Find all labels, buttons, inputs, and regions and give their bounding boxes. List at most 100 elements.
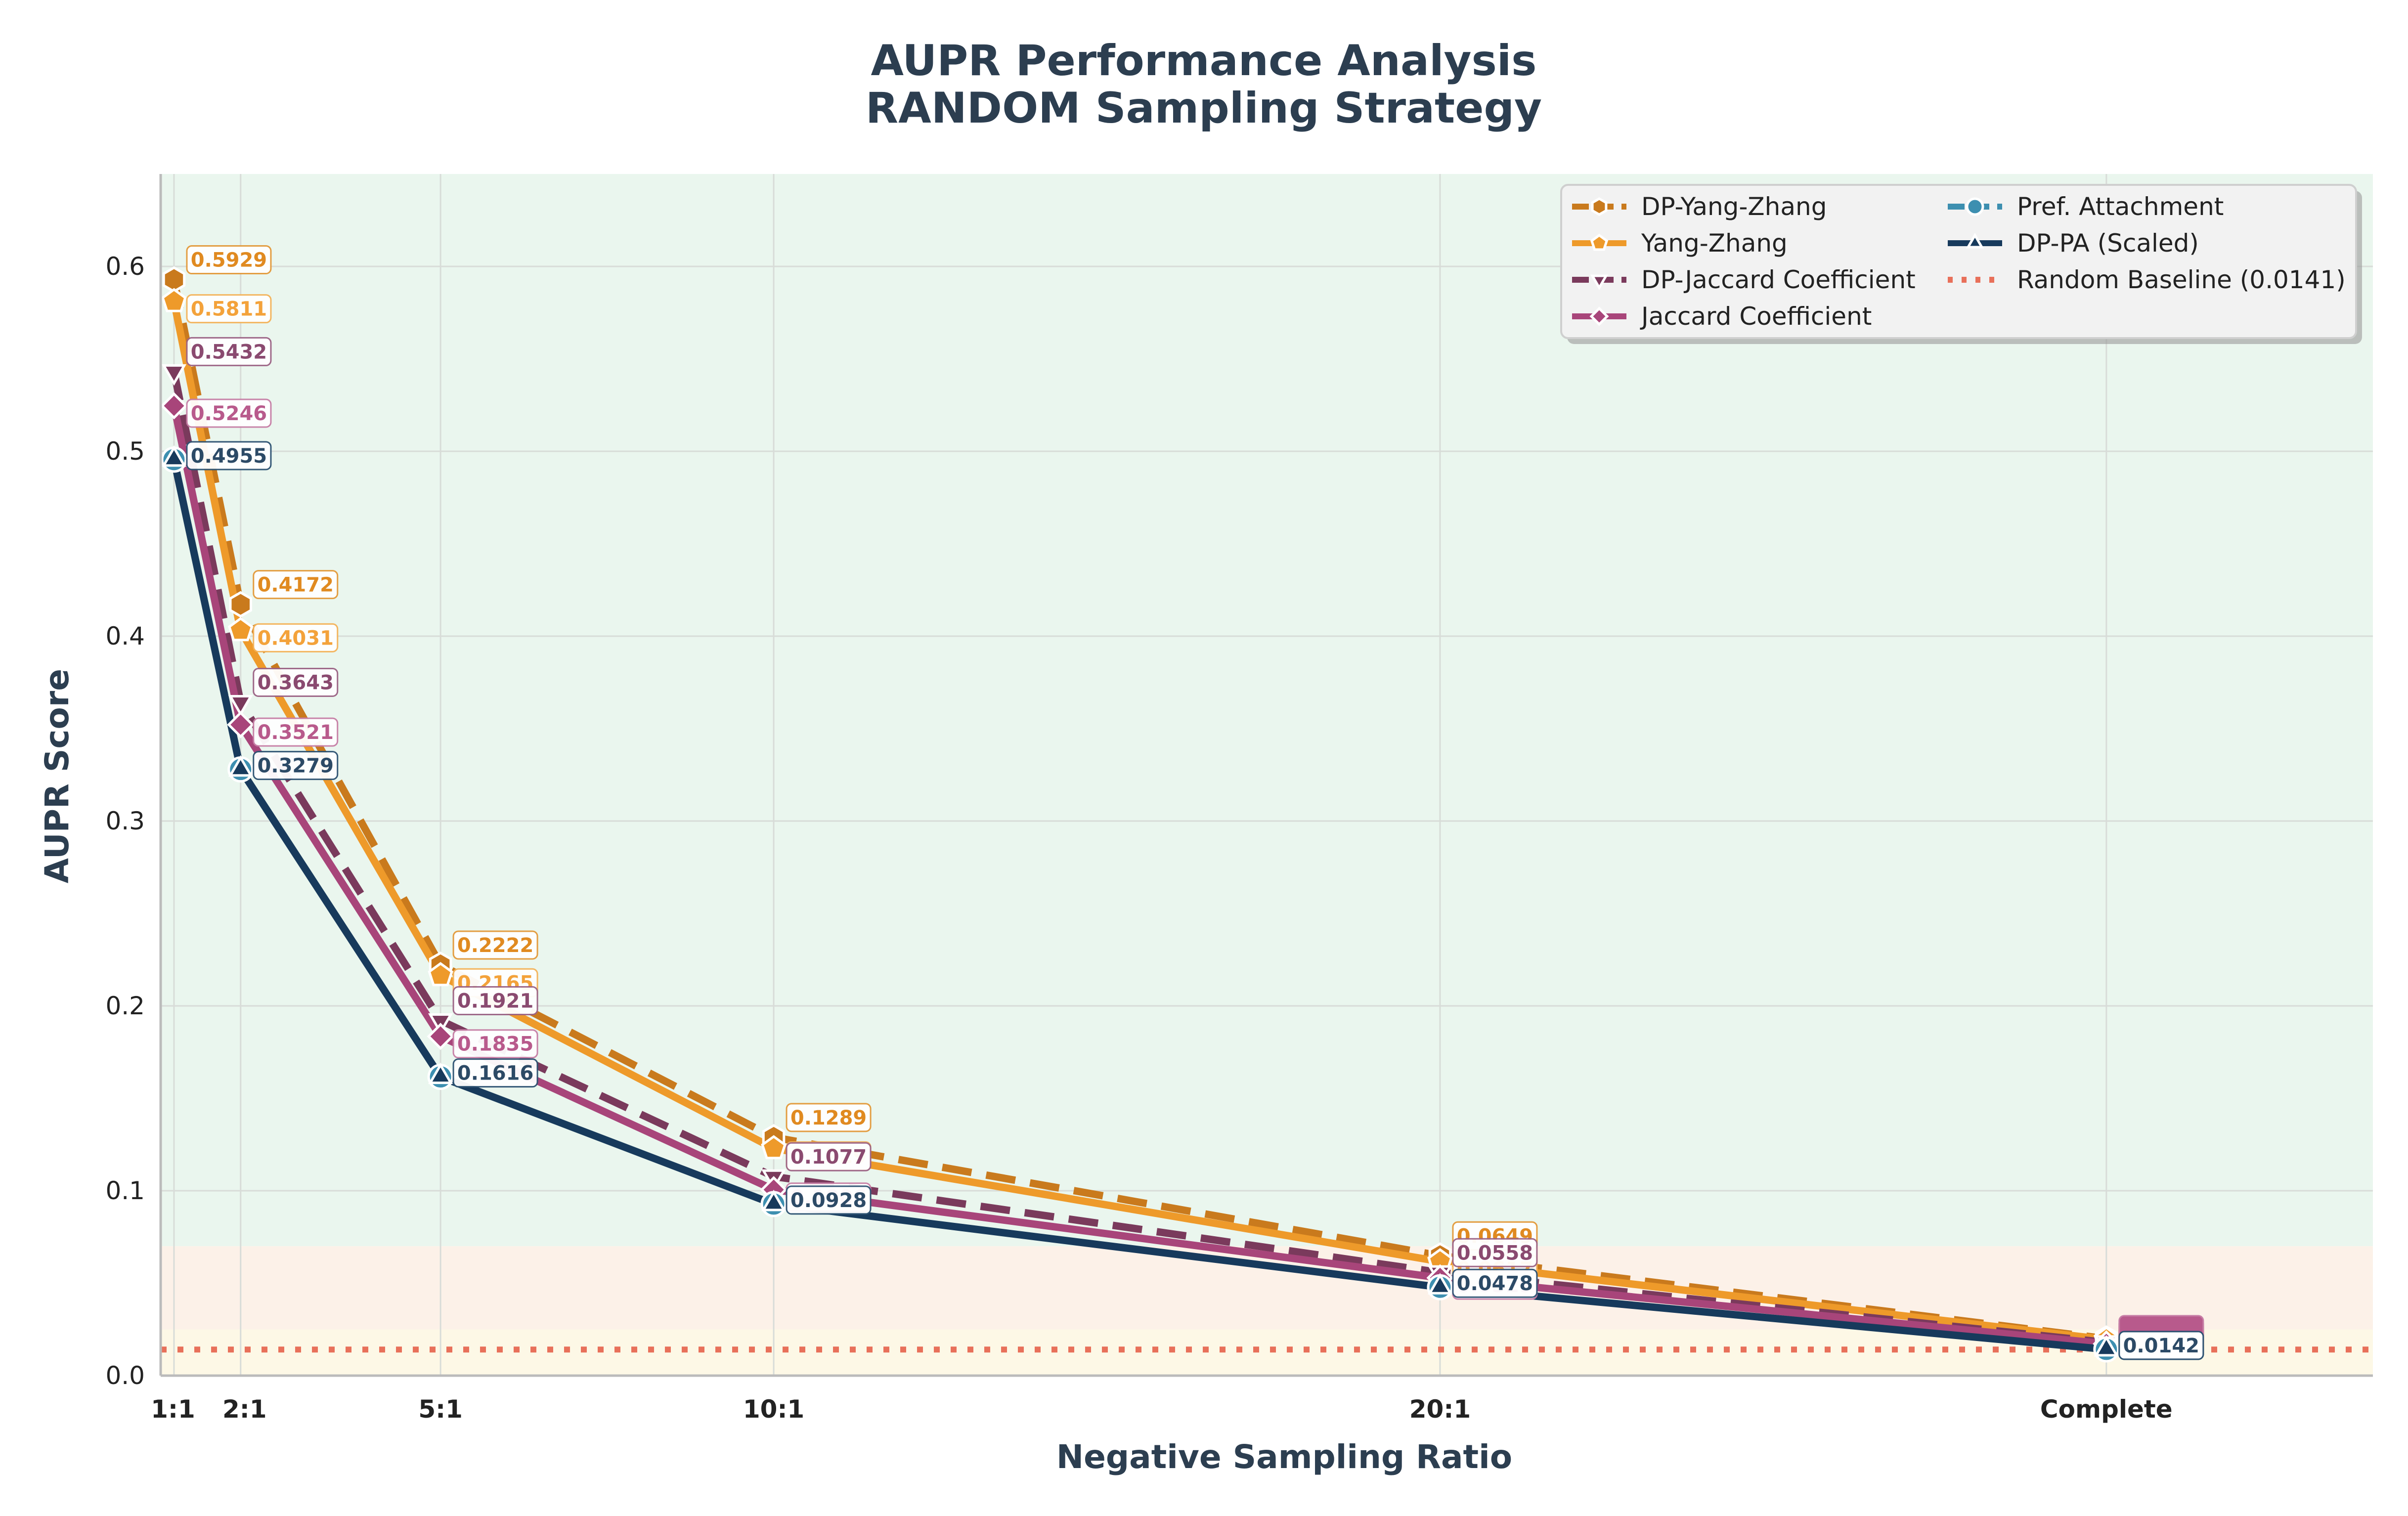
y-tick-label: 0.0 [105,1361,145,1390]
data-label-text: 0.3521 [258,721,334,744]
data-point-dp-pa-scaled [2094,1335,2119,1357]
data-point-yang-zhang [428,962,453,987]
legend-item-dp-jaccard-coefficient: DP-Jaccard Coefficient [1572,265,1916,294]
y-axis-label: AUPR Score [38,669,76,883]
data-label-dp-pa-scaled: 0.0928 [786,1185,872,1215]
y-tick-labels: 0.0 0.1 0.2 0.3 0.4 0.5 0.6 [105,252,145,1390]
data-point-yang-zhang [761,1135,787,1160]
data-label-dp-jaccard-coefficient: 0.0558 [1452,1238,1538,1267]
legend-label: Yang-Zhang [1641,229,1788,258]
x-tick-labels: 1:1 2:1 5:1 10:1 20:1 Complete [151,1395,2173,1424]
data-label-dp-yang-zhang: 0.5929 [186,245,272,275]
data-point-dp-jaccard-coefficient [161,364,187,386]
data-point-jaccard-coefficient [160,392,188,420]
legend-box [1560,184,2357,339]
data-label-dp-pa-scaled: 0.0478 [1452,1268,1538,1298]
data-label-text: 0.1921 [457,990,533,1013]
data-label-text: 0.4031 [258,627,334,650]
data-point-jaccard-coefficient [227,711,255,738]
data-label-text: 0.4955 [191,445,267,468]
data-label-box [186,337,272,366]
data-label-box [786,1142,872,1171]
legend-label: DP-PA (Scaled) [2017,229,2199,258]
legend-item-yang-zhang: Yang-Zhang [1572,229,1788,258]
data-point-dp-yang-zhang [229,591,252,618]
data-label-box [452,1058,538,1088]
data-label-jaccard-coefficient: 0.3521 [253,717,339,747]
data-label-text: 0.1835 [457,1033,533,1056]
series-line-dp-jaccard-coefficient [170,370,2107,1346]
legend-label: Jaccard Coefficient [1640,302,1872,331]
y-tick-label: 0.5 [105,437,145,466]
x-tick-label: 1:1 [151,1395,195,1424]
data-label-text: 0.5246 [191,402,267,425]
series-markers [160,266,2120,1363]
data-label-text: 0.1077 [790,1146,867,1169]
legend-label: DP-Jaccard Coefficient [1641,265,1916,294]
data-labels: 0.59290.41720.22220.12890.06490.58110.40… [186,245,2204,1360]
data-label-text: 0.2222 [457,934,533,957]
data-label-box [452,930,538,960]
data-label-text: 0.4172 [258,574,334,597]
data-label-dp-pa-scaled: 0.1616 [452,1058,538,1088]
data-label-dp-pa-scaled: 0.3279 [253,751,339,780]
performance-bands [161,174,2373,1376]
data-label-box [452,1029,538,1059]
x-tick-label: 10:1 [743,1395,804,1424]
legend-label: Pref. Attachment [2017,192,2224,221]
chart-title-line-1: AUPR Performance Analysis [871,36,1537,86]
data-label-text: 0.0928 [790,1189,867,1212]
legend-label: Random Baseline (0.0141) [2017,265,2346,294]
data-point-dp-pa-scaled [428,1062,453,1084]
data-label-dp-jaccard-coefficient: 0.1921 [452,986,538,1016]
data-label-box [1452,1268,1538,1298]
data-label-text: 0.0142 [2123,1335,2199,1357]
series-line-dp-yang-zhang [170,279,2107,1343]
data-point-dp-pa-scaled [228,755,253,777]
data-label-dp-jaccard-coefficient: 0.3643 [253,668,339,697]
data-label-box [1452,1238,1538,1267]
background-band-1 [161,1246,2373,1330]
series-line-jaccard-coefficient [170,405,2107,1348]
y-tick-label: 0.1 [105,1176,145,1205]
data-label-dp-jaccard-coefficient: 0.5432 [186,337,272,366]
data-label-box [186,245,272,275]
legend-item-dp-yang-zhang: DP-Yang-Zhang [1572,192,1827,221]
x-tick-label: 5:1 [418,1395,463,1424]
data-label-text: 0.3279 [258,755,334,778]
data-label-box [186,441,272,471]
data-point-dp-pa-scaled [161,445,187,467]
data-label-dp-yang-zhang: 0.2222 [452,930,538,960]
x-tick-label: 20:1 [1409,1395,1471,1424]
legend-marker [1591,197,1608,216]
series-line-yang-zhang [170,301,2107,1343]
data-label-dp-pa-scaled: 0.4955 [186,441,272,471]
data-label-box [2118,1331,2204,1360]
data-point-jaccard-coefficient [427,1023,454,1050]
data-label-box [786,1185,872,1215]
data-label-text: 0.0558 [1457,1242,1533,1264]
y-tick-label: 0.6 [105,252,145,281]
data-label-box [186,294,272,324]
legend-item-pref-attachment: Pref. Attachment [1948,192,2224,221]
data-point-dp-yang-zhang [162,266,186,293]
data-label-box [452,986,538,1016]
data-label-dp-yang-zhang: 0.4172 [253,570,339,600]
series-line-dp-pa-scaled [170,459,2107,1353]
legend-marker [1590,274,1609,290]
data-label-box [253,570,339,600]
data-label-dp-yang-zhang: 0.1289 [786,1103,872,1132]
x-tick-label: Complete [2040,1395,2173,1424]
data-label-dp-pa-scaled: 0.0142 [2118,1331,2204,1360]
data-label-dp-jaccard-coefficient: 0.1077 [786,1142,872,1171]
x-axis-label: Negative Sampling Ratio [1056,1438,1512,1476]
chart-title-line-2: RANDOM Sampling Strategy [866,84,1542,133]
legend-item-jaccard-coefficient: Jaccard Coefficient [1572,302,1872,331]
data-point-dp-pa-scaled [1427,1273,1453,1295]
data-label-box [253,751,339,780]
legend: DP-Yang-Zhang Yang-Zhang DP-Jaccard Coeffi… [1560,184,2362,344]
data-label-text: 0.5432 [191,341,267,363]
legend-marker [1589,306,1609,326]
legend-item-dp-pa-scaled: DP-PA (Scaled) [1948,229,2199,258]
x-tick-label: 2:1 [222,1395,267,1424]
